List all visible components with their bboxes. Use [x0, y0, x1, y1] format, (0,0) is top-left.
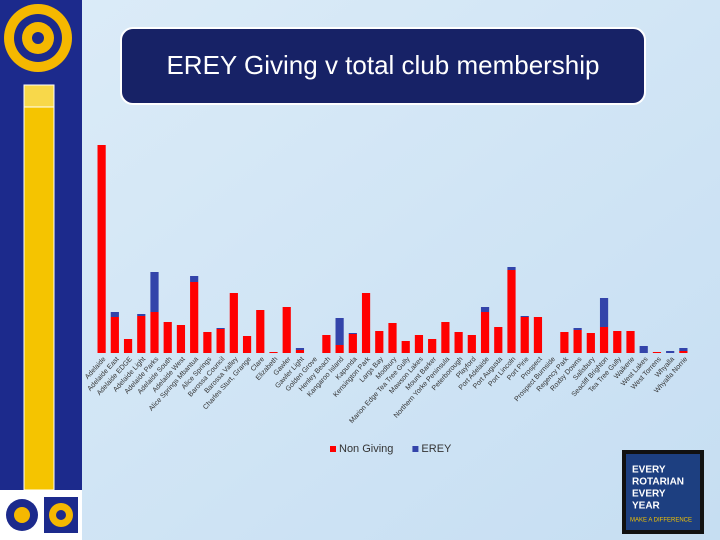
bar — [520, 316, 529, 317]
bar — [256, 310, 265, 353]
small-logos — [6, 497, 78, 533]
bar — [242, 336, 252, 353]
rotary-logo — [4, 4, 72, 72]
chart-title: EREY Giving v total club membership — [166, 50, 599, 80]
bar — [599, 327, 609, 353]
badge-inner — [626, 454, 700, 530]
bar — [295, 348, 305, 350]
bar — [348, 333, 357, 334]
bar — [190, 276, 199, 282]
bar — [163, 322, 172, 353]
bar — [414, 335, 424, 353]
bar — [216, 328, 225, 329]
bar — [335, 318, 344, 345]
bar — [203, 332, 212, 353]
bar — [190, 282, 199, 353]
bar — [507, 267, 516, 270]
bar — [494, 327, 503, 353]
bar — [97, 145, 106, 353]
legend-label: Non Giving — [339, 443, 393, 455]
bar — [480, 307, 490, 312]
bar — [348, 334, 357, 353]
bar — [176, 325, 186, 353]
bar — [401, 341, 410, 353]
bar — [586, 333, 595, 353]
badge-line: ROTARIAN — [632, 477, 684, 488]
bar — [123, 339, 133, 353]
badge: EVERY ROTARIAN EVERY YEAR MAKE A DIFFERE… — [622, 450, 704, 534]
sidebar-stripe — [23, 84, 55, 491]
bar — [679, 351, 688, 353]
bar — [388, 323, 397, 353]
sidebar-tab — [23, 84, 55, 108]
bar — [295, 350, 305, 353]
legend-swatch — [330, 446, 336, 452]
bar — [137, 314, 146, 316]
bar — [573, 328, 582, 330]
bar — [679, 348, 688, 351]
bar — [322, 335, 331, 353]
bar — [573, 330, 582, 353]
badge-tagline: MAKE A DIFFERENCE — [630, 518, 692, 524]
bar — [335, 345, 344, 353]
bar — [613, 331, 622, 353]
bar — [375, 331, 384, 353]
bar — [520, 317, 529, 353]
bar — [666, 351, 675, 353]
bar — [652, 352, 662, 353]
bar — [282, 307, 291, 353]
bar — [137, 316, 146, 353]
bar — [269, 352, 278, 353]
bar — [560, 332, 569, 353]
bar — [454, 332, 463, 353]
badge-line: YEAR — [632, 501, 661, 512]
bar — [467, 335, 476, 353]
badge-line: EVERY — [632, 465, 666, 476]
bar — [626, 331, 635, 353]
bar — [110, 317, 119, 353]
bar — [507, 270, 516, 353]
bar — [639, 346, 648, 353]
legend-swatch — [412, 446, 419, 452]
bar — [150, 272, 159, 312]
bar — [150, 312, 159, 353]
bar — [599, 298, 609, 327]
bar — [361, 293, 371, 353]
bar — [216, 329, 225, 353]
bar — [441, 322, 450, 353]
bar — [110, 312, 119, 317]
title-box — [120, 27, 646, 105]
legend-label: EREY — [421, 443, 452, 455]
bar — [229, 293, 238, 353]
badge-line: EVERY — [632, 489, 666, 500]
bar — [480, 312, 490, 353]
bar — [533, 317, 543, 353]
bar — [428, 339, 437, 353]
